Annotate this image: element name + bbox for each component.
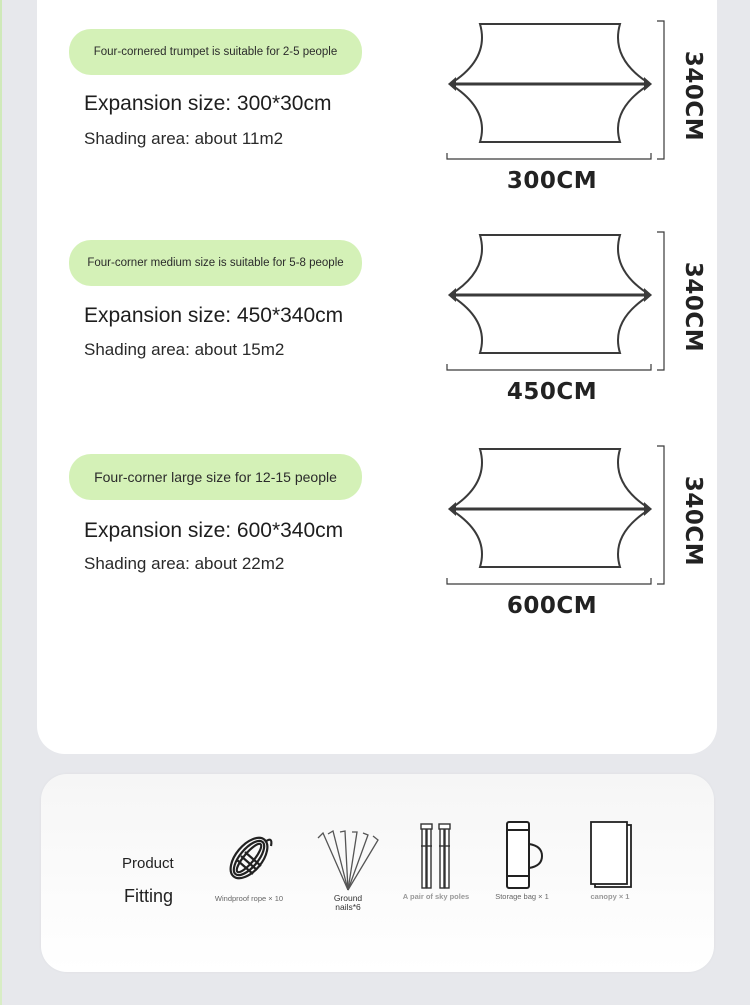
- size-tag-small: Four-cornered trumpet is suitable for 2-…: [69, 29, 362, 75]
- height-label-small: 340CM: [680, 50, 706, 142]
- ground-nails-icon: [317, 829, 379, 891]
- size-tag-large: Four-corner large size for 12-15 people: [69, 454, 362, 500]
- sky-poles-icon: [420, 823, 451, 889]
- canopy-icon: [590, 821, 632, 888]
- accessory-sky-poles: A pair of sky poles: [398, 822, 474, 901]
- rope-coil-icon: [229, 836, 273, 880]
- size-tag-text: Four-corner medium size is suitable for …: [87, 256, 344, 269]
- storage-bag-icon: [506, 821, 544, 889]
- accessory-caption: Windproof rope × 10: [214, 894, 284, 903]
- width-label-medium: 450CM: [506, 379, 598, 405]
- accessory-rope: Windproof rope × 10: [210, 828, 288, 903]
- accessory-storage-bag: Storage bag × 1: [486, 818, 558, 901]
- size-tag-text: Four-cornered trumpet is suitable for 2-…: [93, 45, 338, 58]
- size-tag-medium: Four-corner medium size is suitable for …: [69, 240, 362, 286]
- expansion-size-medium: Expansion size: 450*340cm: [84, 304, 344, 327]
- expansion-size-small: Expansion size: 300*30cm: [84, 92, 332, 115]
- expansion-size-large: Expansion size: 600*340cm: [84, 519, 344, 542]
- accessory-ground-nails: Ground nails*6: [310, 828, 386, 912]
- size-tag-text: Four-corner large size for 12-15 people: [94, 469, 337, 485]
- accessory-caption: canopy × 1: [590, 892, 630, 901]
- width-label-small: 300CM: [506, 168, 598, 194]
- fitting-label-line1: Product: [122, 855, 174, 872]
- width-label-large: 600CM: [506, 593, 598, 619]
- canopy-diagram-medium: [446, 231, 665, 371]
- page-edge-accent: [0, 0, 2, 1005]
- shading-area-large: Shading area: about 22m2: [84, 554, 285, 573]
- shading-area-medium: Shading area: about 15m2: [84, 340, 285, 359]
- accessory-caption: A pair of sky poles: [402, 892, 470, 901]
- height-label-medium: 340CM: [680, 261, 706, 353]
- shading-area-small: Shading area: about 11m2: [84, 129, 284, 148]
- accessory-canopy: canopy × 1: [574, 820, 646, 901]
- accessory-caption: Ground nails*6: [333, 893, 363, 912]
- height-label-large: 340CM: [680, 475, 706, 567]
- accessory-caption: Storage bag × 1: [495, 892, 549, 901]
- fitting-label-line2: Fitting: [124, 886, 174, 906]
- canopy-diagram-large: [446, 445, 665, 585]
- canopy-diagram-small: [446, 20, 665, 160]
